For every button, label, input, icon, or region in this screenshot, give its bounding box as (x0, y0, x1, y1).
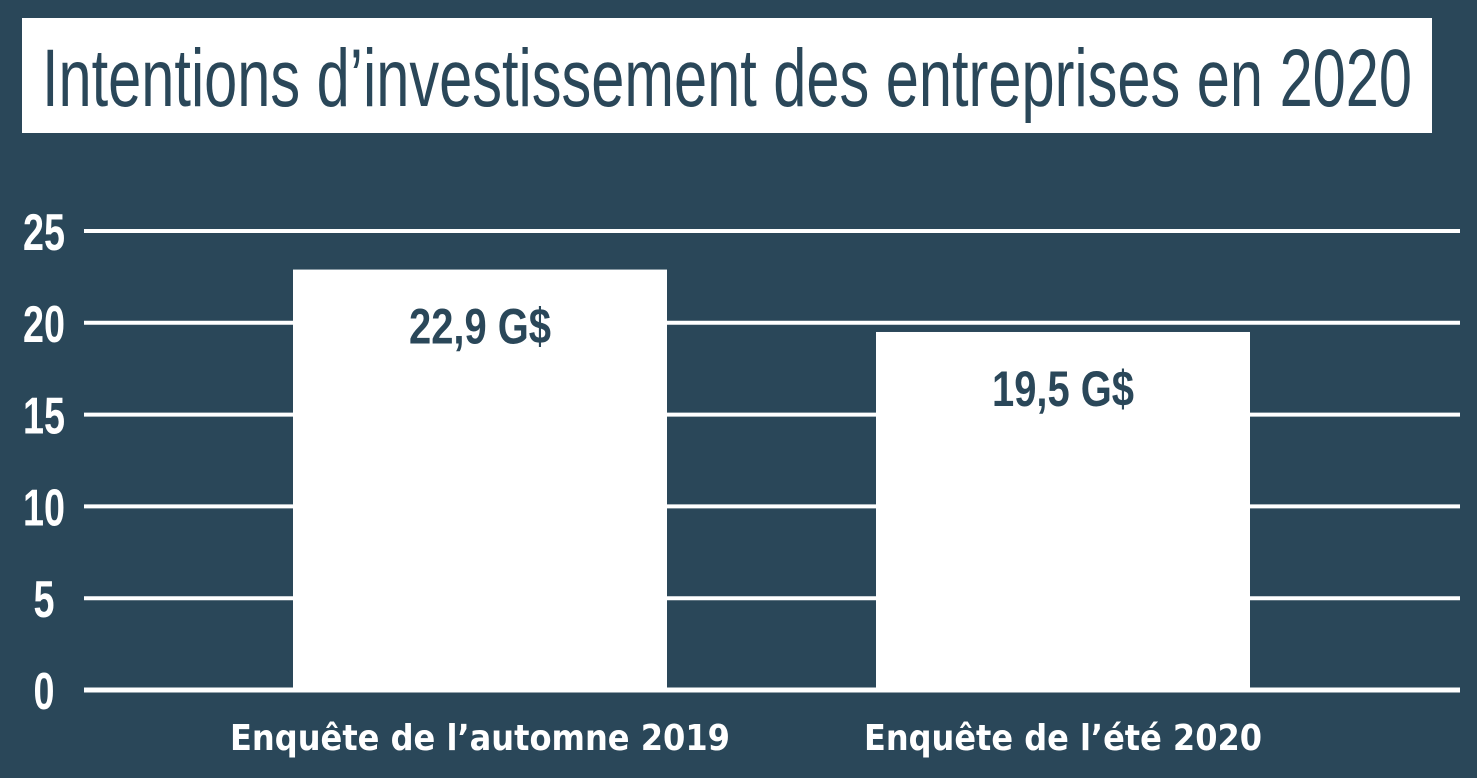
title-box (22, 18, 1432, 133)
y-tick-label: 0 (34, 663, 55, 721)
chart-title: Intentions d’investissement des entrepri… (42, 33, 1412, 124)
data-label: 19,5 G$ (992, 361, 1134, 417)
y-tick-label: 5 (34, 571, 55, 629)
y-tick-label: 25 (23, 204, 65, 262)
x-category-label: Enquête de l’automne 2019 (230, 718, 730, 759)
bar-1 (293, 269, 667, 690)
y-tick-label: 10 (23, 479, 65, 537)
x-category-label: Enquête de l’été 2020 (864, 718, 1262, 759)
y-tick-label: 15 (23, 388, 65, 446)
y-tick-label: 20 (23, 296, 65, 354)
bar-2 (876, 331, 1250, 690)
data-label: 22,9 G$ (409, 299, 551, 355)
